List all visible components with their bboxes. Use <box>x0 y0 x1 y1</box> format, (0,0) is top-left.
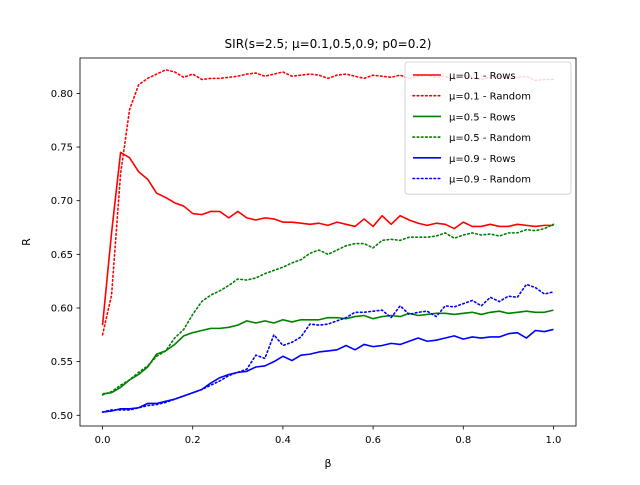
series-line-3 <box>102 309 554 395</box>
y-tick-label: 0.50 <box>51 411 73 422</box>
chart-title: SIR(s=2.5; μ=0.1,0.5,0.9; p0=0.2) <box>225 37 432 51</box>
y-tick-label: 0.60 <box>51 303 73 314</box>
series-line-1 <box>101 151 554 326</box>
series-line-5 <box>102 328 554 413</box>
y-tick-label: 0.80 <box>51 89 73 100</box>
y-tick-label: 0.55 <box>51 357 73 368</box>
series-group <box>101 69 555 413</box>
x-tick-label: 0.8 <box>455 435 471 446</box>
x-axis-label: β <box>324 457 331 470</box>
y-tick-label: 0.70 <box>51 196 73 207</box>
legend-label-1: μ=0.1 - Rows <box>449 71 516 82</box>
x-tick-label: 0.4 <box>275 435 291 446</box>
series-line-4 <box>101 223 555 396</box>
legend-label-4: μ=0.5 - Random <box>449 133 531 144</box>
x-tick-label: 0.0 <box>95 435 111 446</box>
legend-label-5: μ=0.9 - Rows <box>449 154 516 165</box>
legend: μ=0.1 - Rows μ=0.1 - Random μ=0.5 - Rows μ=… <box>404 61 572 195</box>
plot-area: 0.0 0.2 0.4 0.6 0.8 1.0 0.50 0.55 0.60 0.65 0.70 0.… <box>51 57 577 446</box>
x-tick-label: 0.6 <box>365 435 381 446</box>
series-line-6 <box>101 283 555 413</box>
x-tick-label: 1.0 <box>546 435 562 446</box>
y-axis-label: R <box>20 238 33 246</box>
axes-frame <box>79 57 577 427</box>
legend-label-2: μ=0.1 - Random <box>449 92 531 103</box>
legend-label-6: μ=0.9 - Random <box>449 175 531 186</box>
y-tick-label: 0.65 <box>51 250 73 261</box>
y-tick-label: 0.75 <box>51 143 73 154</box>
x-tick-label: 0.2 <box>185 435 201 446</box>
legend-label-3: μ=0.5 - Rows <box>449 112 516 123</box>
legend-box <box>404 61 572 195</box>
